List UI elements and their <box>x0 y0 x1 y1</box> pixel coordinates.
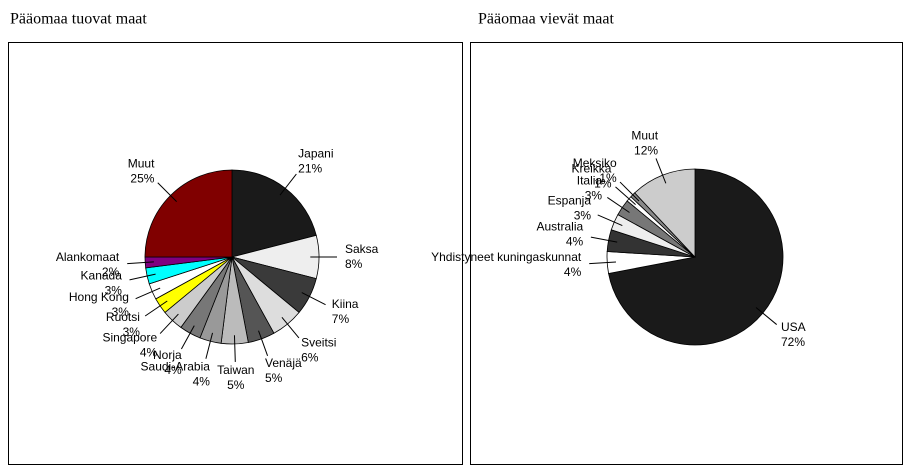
slice-label: Ruotsi <box>106 310 140 324</box>
slice-label: Muut <box>128 157 155 171</box>
leader-line <box>135 287 161 300</box>
leader-line <box>157 182 177 202</box>
leader-line <box>301 292 326 306</box>
chart-title: Pääomaa tuovat maat <box>10 11 147 28</box>
slice-value-label: 25% <box>130 172 154 186</box>
slice-label: Alankomaat <box>56 250 120 264</box>
slice-label: Australia <box>536 219 583 233</box>
slice-value-label: 4% <box>566 234 584 248</box>
slice-value-label: 4% <box>164 363 182 377</box>
leader-line <box>655 158 667 184</box>
slice-value-label: 1% <box>599 171 617 185</box>
chart-frame <box>8 42 463 465</box>
slice-value-label: 6% <box>301 350 319 364</box>
leader-line <box>281 317 300 339</box>
slice-label: Kanada <box>81 269 123 283</box>
leader-line <box>607 197 630 213</box>
slice-label: Kreikka <box>571 161 611 175</box>
leader-line <box>127 261 154 265</box>
leader-line <box>159 313 179 334</box>
slice-label: USA <box>781 320 806 334</box>
slice-label: Singapore <box>102 330 157 344</box>
slice-value-label: 5% <box>227 378 245 392</box>
slice-value-label: 4% <box>564 265 582 279</box>
slice-value-label: 7% <box>332 312 350 326</box>
chart-title: Pääomaa vievät maat <box>478 11 614 28</box>
slice-value-label: 3% <box>574 209 592 223</box>
slice-value-label: 5% <box>265 371 283 385</box>
slice-label: Sveitsi <box>301 335 336 349</box>
slice-value-label: 3% <box>112 305 130 319</box>
leader-line <box>279 173 297 196</box>
slice-label: Norja <box>153 348 182 362</box>
slice-label: Yhdistyneet kuningaskunnat <box>431 250 582 264</box>
leader-line <box>615 186 636 205</box>
leader-line <box>233 335 236 362</box>
slice-label: Saksa <box>345 242 379 256</box>
slice-label: Japani <box>298 147 333 161</box>
leader-line <box>589 261 616 265</box>
leader-line <box>590 236 618 243</box>
slice-value-label: 12% <box>634 144 658 158</box>
leader-line <box>755 307 777 325</box>
slice-label: Italia <box>577 174 603 188</box>
slice-label: Saudi-Arabia <box>141 359 211 373</box>
leader-line <box>180 325 195 350</box>
slice-value-label: 3% <box>105 284 123 298</box>
slice-value-label: 8% <box>345 257 363 271</box>
slice-value-label: 1% <box>594 176 612 190</box>
leader-line <box>597 214 623 227</box>
slice-value-label: 4% <box>140 345 158 359</box>
leader-line <box>205 332 214 359</box>
slice-label: Taiwan <box>217 363 254 377</box>
slice-label: Muut <box>631 129 658 143</box>
slice-value-label: 2% <box>102 265 120 279</box>
slice-value-label: 3% <box>585 189 603 203</box>
slice-label: Hong Kong <box>69 290 129 304</box>
slice-label: Espanja <box>548 194 592 208</box>
slice-value-label: 21% <box>298 162 322 176</box>
leader-line <box>258 330 269 356</box>
leader-line <box>129 273 156 281</box>
leader-line <box>144 300 168 317</box>
leader-line <box>619 181 640 202</box>
slice-label: Meksiko <box>573 156 617 170</box>
slice-value-label: 4% <box>193 374 211 388</box>
chart-frame <box>470 42 903 465</box>
slice-value-label: 72% <box>781 335 805 349</box>
slice-value-label: 3% <box>123 325 141 339</box>
slice-label: Venäjä <box>265 356 302 370</box>
slice-label: Kiina <box>332 297 359 311</box>
